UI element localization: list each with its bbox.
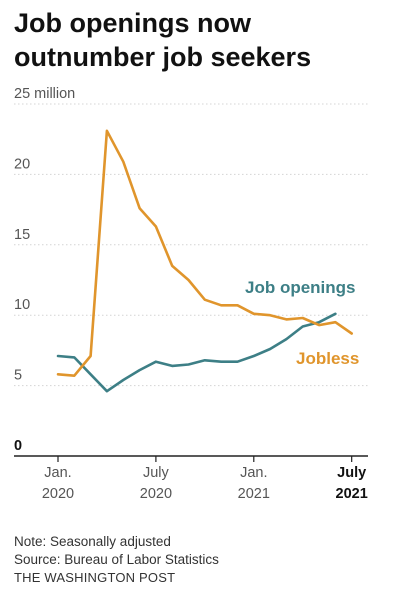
y-tick-label: 15 — [14, 227, 30, 243]
note-text: Note: Seasonally adjusted — [14, 534, 171, 549]
y-tick-label: 25 million — [14, 86, 75, 102]
x-tick-label-month: Jan. — [240, 465, 267, 481]
series-label-job-openings: Job openings — [245, 278, 356, 297]
line-chart: 0 5 10 15 20 25 million Jan. 2020 July 2020 Jan. 20… — [14, 86, 368, 502]
y-tick-label: 5 — [14, 368, 22, 384]
x-tick-label-year: 2020 — [42, 486, 74, 502]
y-tick-label: 20 — [14, 156, 30, 172]
chart-title-line-2: outnumber job seekers — [14, 42, 312, 72]
chart-title-line-1: Job openings now — [14, 8, 251, 38]
series-label-jobless: Jobless — [296, 349, 359, 368]
chart-title: Job openings now outnumber job seekers — [14, 6, 404, 74]
x-tick-label-year: 2020 — [140, 486, 172, 502]
chart-notes: Note: Seasonally adjusted Source: Bureau… — [14, 533, 404, 587]
x-tick-label-month: Jan. — [44, 465, 71, 481]
y-tick-label: 10 — [14, 297, 30, 313]
credit-text: THE WASHINGTON POST — [14, 570, 176, 585]
x-tick-label-year: 2021 — [238, 486, 270, 502]
source-text: Source: Bureau of Labor Statistics — [14, 552, 219, 567]
series-line-jobless — [56, 129, 354, 378]
x-tick-label-month: July — [143, 465, 170, 481]
x-tick-label-year: 2021 — [336, 486, 368, 502]
series-line-job-openings — [56, 312, 337, 393]
y-tick-label: 0 — [14, 438, 22, 454]
x-tick-label-month: July — [337, 465, 366, 481]
